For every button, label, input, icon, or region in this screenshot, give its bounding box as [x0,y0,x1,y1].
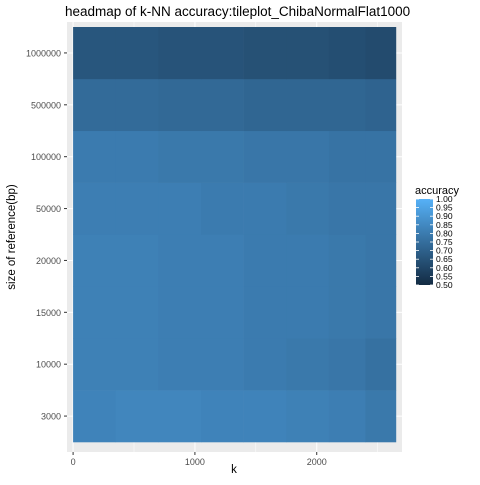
heatmap-tile [244,338,287,390]
heatmap-tile [201,79,244,131]
heatmap-tile [73,27,116,79]
legend-break-label: 0.50 [436,280,453,290]
heatmap-tile [244,131,287,183]
heatmap-tile [244,286,287,338]
heatmap-tile [244,79,287,131]
y-tick-label: 20000 [36,256,61,266]
heatmap-tile [329,235,366,287]
y-tick-label: 1000000 [26,48,61,58]
heatmap-tile [244,27,287,79]
heatmap-tile [329,338,366,390]
y-tick-label: 3000 [41,412,61,422]
heatmap-tile [365,235,396,287]
heatmap-tile [116,79,159,131]
heatmap-tile [201,286,244,338]
y-tick-label: 500000 [31,100,61,110]
heatmap-tile [286,390,329,442]
heatmap-tile [286,286,329,338]
heatmap-tile [286,131,329,183]
heatmap-tile [116,235,159,287]
heatmap-tile [244,235,287,287]
heatmap-tile [116,183,159,235]
heatmap-tile [73,286,116,338]
heatmap-tile [244,183,287,235]
heatmap-tile [158,235,201,287]
heatmap-tile [158,131,201,183]
heatmap-tile [286,338,329,390]
heatmap-tile [116,131,159,183]
heatmap-tile [158,27,201,79]
chart-title: headmap of k-NN accuracy:tileplot_ChibaN… [65,4,410,19]
heatmap-tile [73,183,116,235]
heatmap-tile [201,235,244,287]
x-tick-label: 1000 [185,457,205,467]
heatmap-tile [201,27,244,79]
heatmap-tile [201,338,244,390]
heatmap-tile [329,286,366,338]
heatmap-tile [329,390,366,442]
heatmap-tile [158,390,201,442]
y-tick-label: 15000 [36,308,61,318]
heatmap-tile [116,338,159,390]
heatmap-tile [201,183,244,235]
y-axis-label: size of reference(bp) [6,184,18,290]
y-axis-ticks: 3000 10000 15000 20000 50000 100000 500000 1000… [26,48,67,421]
heatmap-tile [286,235,329,287]
heatmap-tile [158,286,201,338]
heatmap-tile [158,338,201,390]
heatmap-tile [329,131,366,183]
heatmap-tile [201,390,244,442]
x-axis-label: k [231,464,237,476]
heatmap-tile [329,183,366,235]
heatmap-tile [201,131,244,183]
heatmap-tile [286,27,329,79]
heatmap-tile [73,79,116,131]
heatmap-tile [365,131,396,183]
heatmap-tile [116,390,159,442]
legend: accuracy 1.000.950.900.850.800.750.700.6… [415,185,460,290]
heatmap-tile [244,390,287,442]
heatmap-tile [365,338,396,390]
heatmap-tile [73,338,116,390]
heatmap-tile [365,79,396,131]
y-tick-label: 10000 [36,360,61,370]
y-tick-label: 100000 [31,152,61,162]
heatmap-tile [73,390,116,442]
y-tick-label: 50000 [36,204,61,214]
heatmap-tile [365,286,396,338]
heatmap-tile [286,183,329,235]
x-tick-label: 2000 [307,457,327,467]
heatmap-tile [365,183,396,235]
heatmap-tile [365,390,396,442]
heatmap-tile [73,235,116,287]
heatmap-tile [116,27,159,79]
x-axis-ticks: 0 1000 2000 [71,452,327,467]
heatmap-tile [329,27,366,79]
heatmap-tile [158,79,201,131]
heatmap-tile [73,131,116,183]
heatmap-tile [286,79,329,131]
heatmap-tile [158,183,201,235]
heatmap-tile [329,79,366,131]
x-tick-label: 0 [71,457,76,467]
heatmap-tile [365,27,396,79]
heatmap-tile [116,286,159,338]
heatmap-tiles [73,27,396,442]
